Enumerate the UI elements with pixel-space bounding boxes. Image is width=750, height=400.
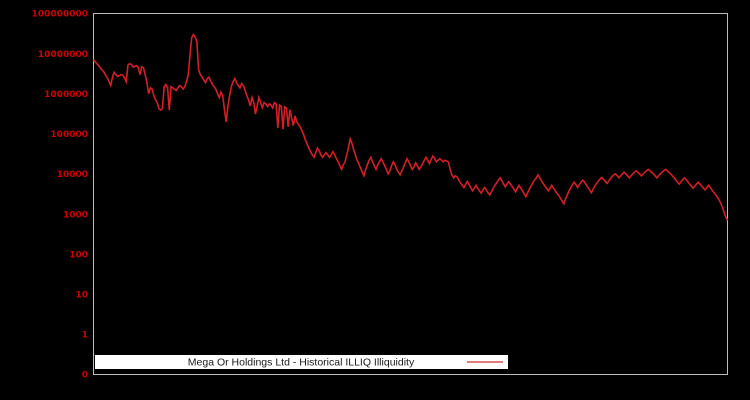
y-tick-label: 1000	[63, 210, 88, 220]
y-tick-label: 10000	[57, 170, 88, 180]
data-series-group	[92, 32, 729, 221]
y-tick-label: 0	[82, 371, 88, 381]
plot-area-border	[93, 13, 728, 375]
series-line-illiq	[92, 32, 729, 221]
legend-label-illiq: Mega Or Holdings Ltd - Historical ILLIQ …	[188, 357, 415, 369]
y-tick-label: 100000	[50, 130, 88, 140]
y-tick-label: 100	[69, 250, 88, 260]
y-tick-label: 10	[75, 290, 88, 300]
legend-background	[95, 355, 508, 369]
y-tick-label: 1000000	[44, 90, 88, 100]
chart-legend[interactable]: Mega Or Holdings Ltd - Historical ILLIQ …	[95, 355, 508, 369]
y-axis-tick-labels: 1000000001000000010000001000001000010001…	[32, 10, 88, 381]
y-tick-label: 10000000	[38, 50, 88, 60]
y-tick-label: 1	[82, 331, 88, 341]
y-tick-label: 100000000	[32, 10, 88, 20]
